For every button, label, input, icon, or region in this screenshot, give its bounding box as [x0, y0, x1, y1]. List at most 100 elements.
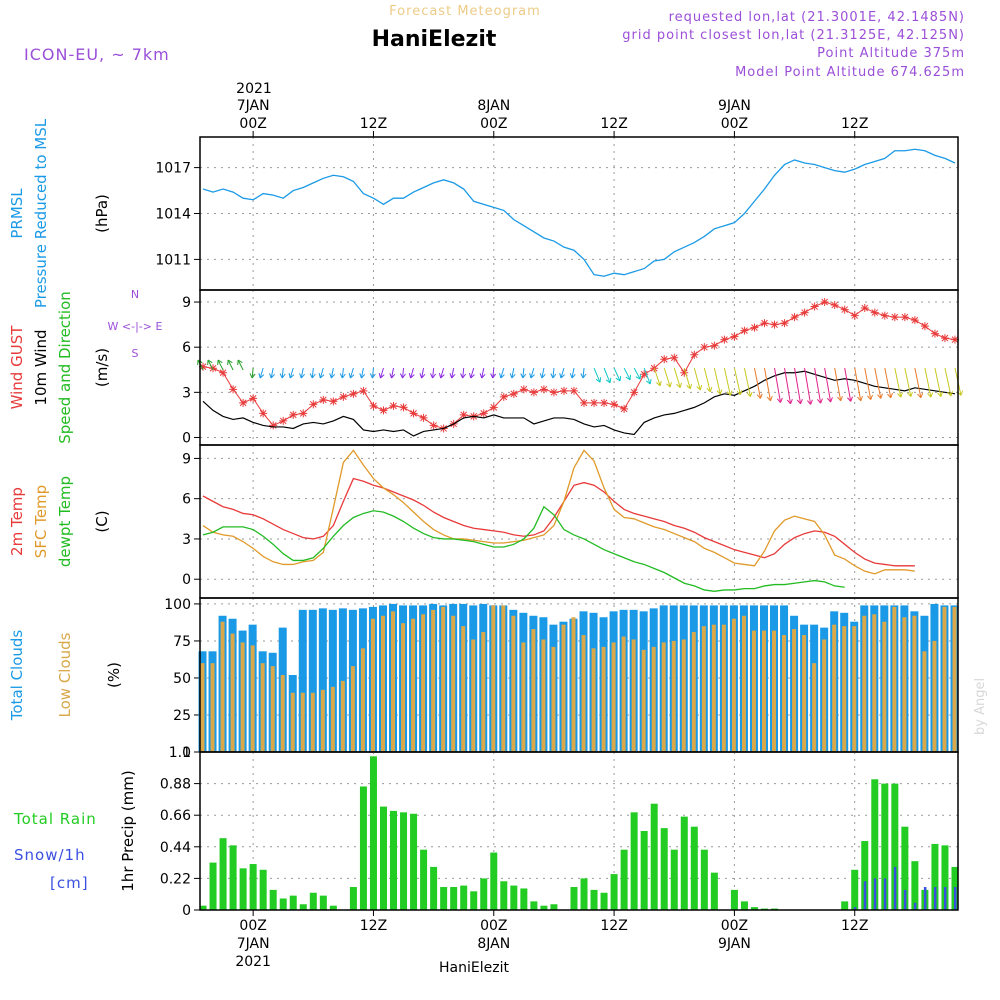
gust-marker — [569, 386, 578, 395]
gust-marker — [429, 421, 438, 430]
low-cloud-bar — [300, 692, 305, 752]
wind-arrow-head — [635, 374, 641, 380]
wind-arrow-head — [605, 377, 612, 384]
gust-marker — [920, 322, 929, 331]
snow-bar — [893, 866, 897, 910]
gust-marker — [730, 332, 739, 341]
wind-speed-line — [202, 370, 956, 437]
gust-marker — [620, 404, 629, 413]
wind-arrow-head — [746, 391, 753, 397]
gust-marker — [359, 386, 368, 395]
product-title: Forecast Meteogram — [389, 4, 541, 19]
wind-direction-arrow — [774, 367, 782, 403]
wind-arrow-head — [917, 392, 924, 399]
low-cloud-bar — [601, 646, 606, 752]
wind-direction-arrow — [633, 367, 641, 380]
bottom-time-label: 8JAN — [477, 936, 510, 952]
bottom-time-label: 7JAN — [237, 936, 270, 952]
pressure-series-label: PRMSL — [8, 188, 26, 239]
gust-marker — [830, 301, 839, 310]
gust-marker — [770, 320, 779, 329]
rain-bar — [470, 891, 478, 910]
gust-marker — [339, 392, 348, 401]
point-altitude: Point Altitude 375m — [817, 46, 965, 61]
rain-bar — [209, 862, 217, 910]
y-tick-label: 9 — [182, 451, 191, 467]
low-cloud-bar — [862, 615, 867, 752]
rain-bar — [590, 889, 598, 910]
rain-bar — [881, 783, 889, 910]
wind-direction-arrow — [500, 367, 505, 379]
clouds-unit-label: (%) — [105, 662, 123, 688]
wind-direction-arrow — [924, 367, 932, 398]
rain-bar — [730, 889, 738, 910]
wind-arrow-head — [857, 395, 863, 402]
y-tick-label: 1011 — [155, 252, 191, 268]
clouds-series-label: Low Clouds — [56, 632, 74, 717]
gust-marker — [309, 400, 318, 409]
gust-marker — [840, 305, 849, 314]
rain-bar — [440, 887, 448, 910]
low-cloud-bar — [270, 666, 275, 752]
low-cloud-bar — [511, 615, 516, 752]
wind-arrow-head — [706, 386, 713, 393]
rain-bar — [670, 849, 678, 910]
wind-direction-arrow — [894, 367, 902, 398]
wind-direction-arrow — [944, 367, 952, 397]
gust-marker — [910, 316, 919, 325]
wind-direction-arrow — [530, 367, 535, 379]
temp-panel: 0 3 6 9 2m Temp SFC Temp dewpt Temp (C) — [8, 444, 959, 599]
gust-marker — [349, 389, 358, 398]
model-point-altitude: Model Point Altitude 674.625m — [735, 65, 965, 80]
y-tick-label: 1.1 — [169, 745, 191, 761]
gust-marker — [289, 410, 298, 419]
wind-arrow-head — [449, 373, 456, 379]
y-tick-label: 25 — [173, 708, 191, 724]
rain-bar — [690, 826, 698, 910]
y-tick-label: 3 — [182, 385, 191, 401]
gust-marker — [509, 389, 518, 398]
rain-bar — [199, 905, 207, 910]
wind-direction-arrow — [643, 367, 651, 385]
top-time-label: 00Z — [239, 116, 266, 132]
low-cloud-bar — [892, 606, 897, 752]
wind-direction-arrow — [492, 367, 495, 379]
wind-arrow-head — [309, 373, 316, 379]
gust-marker — [489, 403, 498, 412]
wind-arrow-head — [490, 373, 497, 379]
gust-marker — [700, 343, 709, 352]
wind-direction-arrow — [763, 367, 771, 401]
low-cloud-bar — [932, 640, 937, 752]
gust-marker — [529, 388, 538, 397]
wind-arrow-head — [806, 399, 813, 405]
time-axes: 7JAN 00Z 00Z 7JAN 2021 12Z 12Z 8JAN 00Z 00Z 8JAN 12… — [235, 98, 868, 970]
y-tick-label: 0 — [182, 745, 191, 761]
pressure-unit-label: (hPa) — [93, 194, 111, 233]
wind-direction-arrow — [462, 367, 465, 379]
wind-direction-arrow — [743, 367, 751, 397]
bottom-time-label: 12Z — [600, 918, 627, 934]
gust-marker — [680, 368, 689, 377]
wind-arrow-head — [666, 382, 672, 388]
low-cloud-bar — [591, 648, 596, 752]
bottom-time-label: 00Z — [239, 918, 266, 934]
wind-series-label: Speed and Direction — [56, 291, 74, 444]
total-cloud-bar — [298, 609, 307, 752]
panels: 1011 1014 1017 PRMSL Pressure Reduced to MSL… — [8, 118, 964, 919]
low-cloud-bar — [340, 680, 345, 752]
gust-marker — [780, 319, 789, 328]
wind-arrow-head — [509, 373, 516, 379]
low-cloud-bar — [220, 621, 225, 752]
gust-marker — [199, 362, 208, 371]
low-cloud-bar — [621, 636, 626, 752]
rain-bar — [680, 816, 688, 910]
wind-arrow-head — [419, 373, 426, 379]
wind-arrow-head — [430, 373, 437, 379]
low-cloud-bar — [391, 611, 396, 752]
gust-marker — [790, 313, 799, 322]
rain-bar — [750, 907, 758, 910]
wind-direction-arrow — [733, 367, 741, 395]
wind-direction-arrow — [663, 367, 671, 388]
wind-arrow-head — [937, 391, 944, 397]
